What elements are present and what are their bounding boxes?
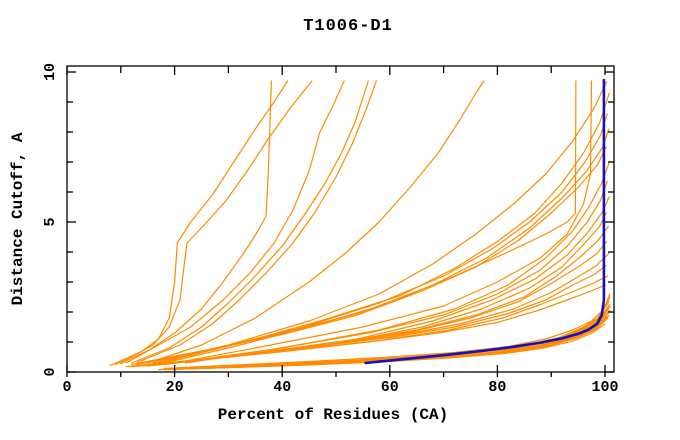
model-curve (163, 80, 577, 364)
x-tick-label: 40 (273, 379, 291, 396)
x-tick-label: 60 (381, 379, 399, 396)
model-curve (147, 80, 485, 364)
model-curve (125, 80, 272, 364)
model-curve (109, 80, 289, 366)
x-tick-label: 100 (591, 379, 618, 396)
model-curve (114, 80, 313, 366)
chart-title: T1006-D1 (303, 17, 393, 36)
y-axis-label: Distance Cutoff, A (9, 132, 27, 305)
model-curve (131, 80, 369, 364)
x-tick-label: 20 (166, 379, 184, 396)
model-curve (157, 92, 610, 364)
model-curve (136, 128, 610, 366)
curves-layer (109, 78, 612, 371)
y-tick-label: 0 (42, 367, 59, 376)
model-curve (136, 80, 377, 363)
x-tick-label: 0 (62, 379, 71, 396)
plot-frame (66, 65, 615, 373)
model-curve (120, 80, 345, 365)
axes-layer: 0 20 40 60 80 100 0 5 10 (42, 63, 619, 396)
model-curve (152, 80, 608, 364)
model-curve (136, 264, 607, 367)
y-tick-label: 5 (42, 217, 59, 226)
x-tick-label: 80 (488, 379, 506, 396)
model-curve (168, 195, 610, 365)
model-curve (168, 317, 609, 370)
model-curve (174, 180, 608, 364)
x-axis-label: Percent of Residues (CA) (218, 406, 448, 424)
model-curve (141, 113, 608, 365)
model-curve (131, 146, 607, 366)
model-curve (174, 80, 593, 364)
model-curve (125, 284, 607, 368)
y-tick-label: 10 (42, 63, 59, 81)
highlighted-model-curve (364, 78, 606, 365)
